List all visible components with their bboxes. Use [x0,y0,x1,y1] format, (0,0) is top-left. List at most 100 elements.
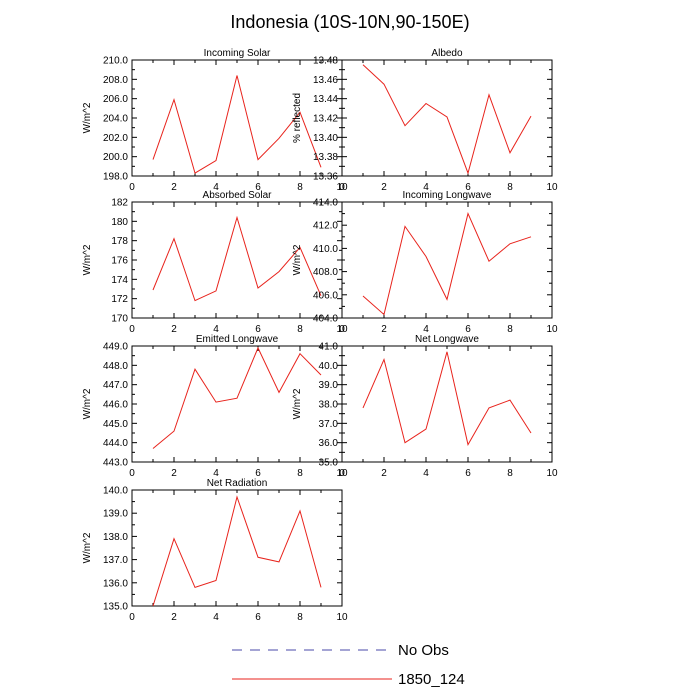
y-tick-label: 198.0 [103,172,128,183]
x-tick-label: 4 [213,468,219,479]
y-tick-label: 210.0 [103,56,128,67]
panel-absorbed-solar: 0 2 4 6 8 10 170 172 174 176 178 180 182 Absorbed Sol… [82,190,348,335]
x-tick-label: 6 [465,182,471,193]
y-tick-label: 13.38 [313,152,338,163]
y-tick-label: 410.0 [313,244,338,255]
x-tick-label: 0 [129,612,135,623]
y-tick-label: 445.0 [103,419,128,430]
series-line-1850-124 [362,351,532,446]
y-axis-label: W/m^2 [82,244,93,275]
y-axis-label: W/m^2 [82,388,93,419]
y-tick-label: 412.0 [313,221,338,232]
y-tick-label: 136.0 [103,578,128,589]
series-line-1850-124 [152,346,322,449]
y-axis-label: W/m^2 [292,388,303,419]
x-tick-label: 0 [339,468,345,479]
y-axis-label: W/m^2 [82,532,93,563]
y-tick-label: 39.0 [319,380,339,391]
x-tick-label: 6 [465,324,471,335]
plot-frame [341,201,553,319]
y-tick-label: 13.46 [313,75,338,86]
x-tick-label: 10 [546,182,558,193]
y-axis-label: % reflected [292,93,303,143]
x-tick-label: 2 [171,324,177,335]
y-tick-label: 35.0 [319,458,339,469]
figure-title: Indonesia (10S-10N,90-150E) [230,12,469,32]
panel-incoming-solar: 0 2 4 6 8 10 198.0 200.0 202.0 204.0 206.0 208.0 210… [82,48,348,193]
x-tick-label: 8 [507,324,513,335]
x-tick-label: 2 [381,182,387,193]
x-tick-label: 4 [213,612,219,623]
panel-title: Albedo [431,48,463,59]
x-tick-label: 2 [171,182,177,193]
x-tick-label: 6 [465,468,471,479]
x-tick-label: 10 [336,182,348,193]
legend-label-1850-124: 1850_124 [398,671,465,688]
panel-emitted-longwave: 0 2 4 6 8 10 443.0 444.0 445.0 446.0 447.0 448.0 449… [82,334,348,479]
panel-net-radiation: 0 2 4 6 8 10 135.0 136.0 137.0 138.0 139.0 140.0 Net… [82,478,348,623]
x-tick-label: 4 [423,324,429,335]
series-line-1850-124 [362,212,532,316]
x-tick-label: 2 [171,468,177,479]
y-tick-label: 13.44 [313,94,338,105]
x-tick-label: 4 [213,182,219,193]
y-tick-label: 37.0 [319,419,339,430]
x-tick-label: 8 [297,324,303,335]
y-tick-label: 180 [111,217,128,228]
series-line-1850-124 [152,215,322,302]
y-tick-label: 447.0 [103,380,128,391]
panel-title: Net Radiation [207,478,268,489]
legend-label-no-obs: No Obs [398,642,449,659]
y-axis-label: W/m^2 [82,102,93,133]
y-tick-label: 174 [111,275,128,286]
x-tick-label: 2 [171,612,177,623]
x-tick-label: 4 [423,182,429,193]
y-tick-label: 178 [111,236,128,247]
y-tick-label: 406.0 [313,290,338,301]
x-tick-label: 0 [339,324,345,335]
y-tick-label: 446.0 [103,400,128,411]
x-tick-label: 2 [381,324,387,335]
x-tick-label: 10 [546,468,558,479]
y-tick-label: 138.0 [103,532,128,543]
y-tick-label: 176 [111,256,128,267]
x-tick-label: 8 [297,182,303,193]
y-tick-label: 206.0 [103,94,128,105]
y-tick-label: 414.0 [313,198,338,209]
x-tick-label: 6 [255,324,261,335]
x-tick-label: 0 [129,182,135,193]
y-axis-label: W/m^2 [292,244,303,275]
y-tick-label: 13.36 [313,172,338,183]
series-line-1850-124 [152,75,322,174]
panel-grid: 0 2 4 6 8 10198.0200.0202.0204.0206.0208.0210… [82,48,558,623]
y-tick-label: 140.0 [103,486,128,497]
panel-title: Net Longwave [415,334,479,345]
y-tick-label: 13.42 [313,114,338,125]
y-tick-label: 13.40 [313,133,338,144]
x-tick-label: 8 [507,468,513,479]
x-tick-label: 4 [213,324,219,335]
x-tick-label: 8 [297,612,303,623]
x-tick-label: 8 [507,182,513,193]
panel-incoming-longwave: 0 2 4 6 8 10404.0406.0408.0410.0412.0414.0Inc… [292,190,558,335]
y-tick-label: 41.0 [319,342,339,353]
y-tick-label: 137.0 [103,555,128,566]
y-tick-label: 448.0 [103,361,128,372]
y-tick-label: 182 [111,198,128,209]
series-line-1850-124 [152,495,322,607]
x-tick-label: 10 [336,468,348,479]
panel-albedo: 0 2 4 6 8 1013.3613.3813.4013.4213.4413.4613.… [292,48,558,193]
plot-frame [131,201,343,319]
x-tick-label: 4 [423,468,429,479]
x-tick-label: 8 [297,468,303,479]
panel-title: Incoming Longwave [403,190,492,201]
y-tick-label: 170 [111,314,128,325]
y-tick-label: 444.0 [103,438,128,449]
x-tick-label: 10 [336,612,348,623]
y-tick-label: 208.0 [103,75,128,86]
y-tick-label: 408.0 [313,267,338,278]
plot-frame [131,345,343,463]
y-tick-label: 38.0 [319,400,339,411]
